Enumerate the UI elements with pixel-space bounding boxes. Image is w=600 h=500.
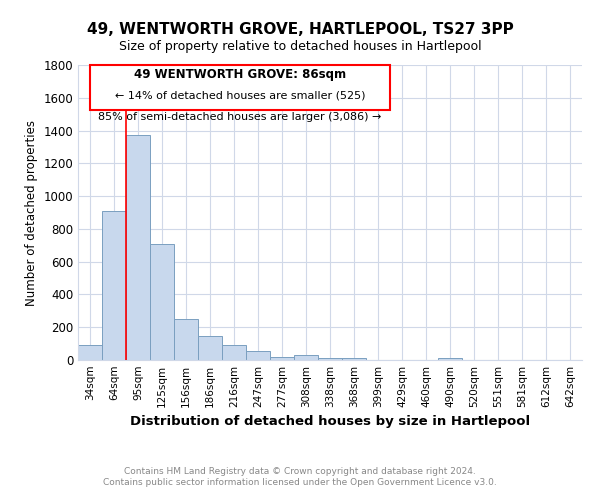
Bar <box>102 211 126 360</box>
Bar <box>438 358 462 360</box>
X-axis label: Distribution of detached houses by size in Hartlepool: Distribution of detached houses by size … <box>130 416 530 428</box>
Bar <box>270 356 294 360</box>
Bar <box>78 345 102 360</box>
Bar <box>246 351 270 360</box>
Bar <box>150 244 174 360</box>
Text: Contains HM Land Registry data © Crown copyright and database right 2024.: Contains HM Land Registry data © Crown c… <box>124 467 476 476</box>
Y-axis label: Number of detached properties: Number of detached properties <box>25 120 38 306</box>
Text: ← 14% of detached houses are smaller (525): ← 14% of detached houses are smaller (52… <box>115 90 365 100</box>
Bar <box>342 358 366 360</box>
Bar <box>174 319 198 360</box>
Text: 85% of semi-detached houses are larger (3,086) →: 85% of semi-detached houses are larger (… <box>98 112 382 122</box>
Bar <box>318 358 342 360</box>
FancyBboxPatch shape <box>90 65 390 110</box>
Bar <box>222 345 246 360</box>
Bar <box>198 336 222 360</box>
Text: Contains public sector information licensed under the Open Government Licence v3: Contains public sector information licen… <box>103 478 497 487</box>
Bar <box>294 355 318 360</box>
Text: 49, WENTWORTH GROVE, HARTLEPOOL, TS27 3PP: 49, WENTWORTH GROVE, HARTLEPOOL, TS27 3P… <box>86 22 514 38</box>
Text: Size of property relative to detached houses in Hartlepool: Size of property relative to detached ho… <box>119 40 481 53</box>
Text: 49 WENTWORTH GROVE: 86sqm: 49 WENTWORTH GROVE: 86sqm <box>134 68 346 81</box>
Bar <box>126 136 150 360</box>
